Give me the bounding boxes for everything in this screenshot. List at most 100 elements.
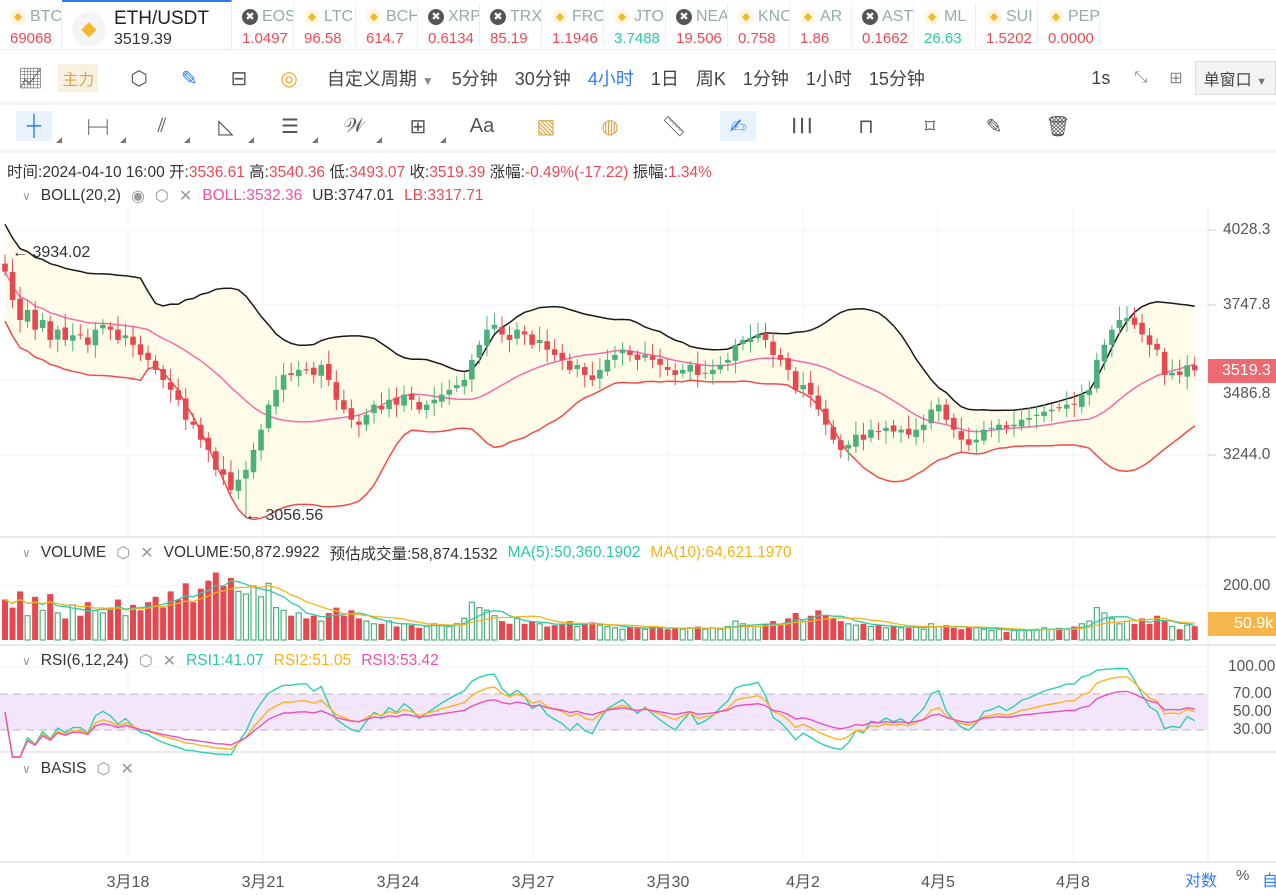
ruler-range-tool-icon[interactable]: ▧ bbox=[536, 115, 556, 138]
auto-scale-toggle[interactable]: 自 bbox=[1262, 873, 1276, 890]
visibility-eye-icon[interactable]: ◉ bbox=[130, 188, 145, 205]
brush-tool-icon[interactable]: ✍︎ bbox=[720, 111, 756, 141]
horizontal-line-tool-icon[interactable]: ├─┤ bbox=[80, 111, 126, 143]
collapse-chevron-icon[interactable]: ∨ bbox=[22, 189, 31, 203]
candle-body bbox=[905, 428, 912, 435]
ticker-price: 26.63 bbox=[924, 30, 962, 47]
bookmark-tool-icon[interactable]: ⌑ bbox=[924, 115, 936, 138]
volume-bar bbox=[845, 623, 852, 641]
candle-body bbox=[288, 373, 294, 375]
ticker-item[interactable]: ◆ KNC 0.758 bbox=[728, 3, 790, 47]
volume-bar bbox=[295, 612, 302, 641]
ticker-price: 0.6134 bbox=[428, 30, 474, 47]
candle-body bbox=[777, 354, 784, 360]
collapse-chevron-icon[interactable]: ∨ bbox=[22, 654, 31, 668]
ruler-tool-icon[interactable]: 📏︎ bbox=[661, 115, 687, 138]
collapse-chevron-icon[interactable]: ∨ bbox=[22, 762, 31, 776]
custom-period-dropdown[interactable]: 自定义周期 ▼ bbox=[327, 65, 434, 91]
time-value: 2024-04-10 16:00 bbox=[42, 164, 165, 181]
settings-hexagon-icon[interactable]: ⬡ bbox=[130, 67, 148, 90]
candle-body bbox=[717, 364, 724, 370]
ticker-item[interactable]: ✖ XRP 0.6134 bbox=[418, 3, 480, 47]
briefcase-icon[interactable]: ⊟ bbox=[230, 67, 248, 90]
candle-body bbox=[24, 309, 31, 322]
collapse-icon[interactable]: ⤡ bbox=[1134, 69, 1148, 86]
ticker-item[interactable]: ◆ JTO 3.7488 bbox=[604, 3, 666, 47]
measure-box-tool-icon[interactable]: ⊞ bbox=[400, 111, 446, 143]
lock-tool-icon[interactable]: ⊓ bbox=[858, 115, 874, 138]
chart-type-icon[interactable]: 📈︎ bbox=[18, 67, 44, 90]
ticker-item[interactable]: ◆FRONT 1.1946 bbox=[542, 3, 604, 47]
volume-bar bbox=[265, 582, 272, 641]
boll-legend: ∨ BOLL(20,2) ◉ ⬡ ✕ BOLL:3532.36 UB:3747.… bbox=[22, 186, 483, 206]
ticker-item[interactable]: ◆ BTC 69068 bbox=[0, 3, 62, 47]
candle-body bbox=[491, 324, 498, 329]
high-marker: ← 3934.02 bbox=[12, 244, 91, 261]
main-indicator-button[interactable]: 主力 bbox=[58, 64, 99, 92]
triangle-tool-icon[interactable]: ◺ bbox=[208, 111, 254, 143]
window-mode-dropdown[interactable]: 单窗口 ▼ bbox=[1194, 61, 1276, 95]
parallel-channel-tool-icon[interactable]: ⫽ bbox=[144, 111, 190, 143]
ticker-price: 19.506 bbox=[676, 30, 722, 47]
wave-tool-icon[interactable]: 𝒲 bbox=[336, 111, 382, 143]
period-tab[interactable]: 15分钟 bbox=[868, 69, 925, 89]
ticker-item[interactable]: ✖ TRX 85.19 bbox=[480, 3, 542, 47]
period-tab[interactable]: 5分钟 bbox=[451, 69, 498, 89]
ticker-item[interactable]: ◆ BCH 614.7 bbox=[356, 3, 418, 47]
settings-hexagon-icon[interactable]: ⬡ bbox=[116, 545, 131, 562]
ticker-item[interactable]: ◆ LTC 96.58 bbox=[294, 3, 356, 47]
ticker-item[interactable]: ✖ASTR 0.1662 bbox=[852, 3, 914, 47]
candle-body bbox=[454, 385, 460, 389]
period-tab[interactable]: 1日 bbox=[650, 69, 679, 89]
candle-body bbox=[1116, 320, 1123, 328]
percent-scale-toggle[interactable]: % bbox=[1236, 867, 1250, 884]
close-icon[interactable]: ✕ bbox=[140, 545, 154, 562]
log-scale-toggle[interactable]: 对数 bbox=[1185, 873, 1218, 890]
period-tab[interactable]: 30分钟 bbox=[514, 69, 571, 89]
candle-body bbox=[536, 339, 543, 344]
close-icon[interactable]: ✕ bbox=[162, 653, 177, 670]
ticker-item[interactable]: ✖NEAR 19.506 bbox=[666, 3, 728, 47]
period-tab[interactable]: 1分钟 bbox=[742, 69, 789, 89]
volume-bar bbox=[1123, 620, 1131, 641]
volume-bar bbox=[1048, 628, 1055, 641]
gauge-icon[interactable]: ◎ bbox=[280, 67, 298, 90]
close-icon[interactable]: ✕ bbox=[120, 761, 134, 778]
close-icon[interactable]: ✕ bbox=[178, 188, 193, 205]
settings-hexagon-icon[interactable]: ⬡ bbox=[138, 653, 153, 670]
settings-hexagon-icon[interactable]: ⬡ bbox=[154, 188, 169, 205]
trash-tool-icon[interactable]: 🗑︎ bbox=[1045, 115, 1071, 138]
ticker-item[interactable]: ◆ SUI 1.5202 bbox=[976, 3, 1038, 47]
text-tool-icon[interactable]: Aa bbox=[469, 114, 495, 137]
volume-name: VOLUME bbox=[40, 544, 107, 561]
bar-pattern-tool-icon[interactable]: ┃┃┃ bbox=[790, 118, 814, 133]
volume-bar bbox=[822, 615, 829, 640]
collapse-chevron-icon[interactable]: ∨ bbox=[22, 546, 31, 560]
ticker-item[interactable]: ◆ ETH/USDT 3519.39 bbox=[62, 0, 232, 50]
period-tab[interactable]: 1小时 bbox=[805, 69, 852, 89]
volume-bar bbox=[913, 625, 920, 641]
binance-icon: ◆ bbox=[552, 9, 568, 25]
ticker-item[interactable]: ◆PEPE 0.0000 bbox=[1038, 3, 1100, 47]
refresh-interval[interactable]: 1s bbox=[1091, 67, 1111, 88]
period-tab[interactable]: 4小时 bbox=[587, 69, 634, 89]
ticker-item[interactable]: ✖ EOS 1.0497 bbox=[232, 3, 294, 47]
ticker-price: 96.58 bbox=[304, 30, 342, 47]
candle-body bbox=[672, 370, 678, 375]
candle-body bbox=[258, 429, 264, 451]
ticker-price: 1.0497 bbox=[242, 30, 288, 47]
settings-hexagon-icon[interactable]: ⬡ bbox=[96, 761, 111, 778]
candle-body bbox=[393, 397, 400, 405]
fib-levels-tool-icon[interactable]: ☰ bbox=[272, 111, 318, 143]
period-tab[interactable]: 周K bbox=[695, 69, 726, 89]
crosshair-tool-icon[interactable]: ┼ bbox=[16, 111, 62, 143]
pencil-icon[interactable]: ✎ bbox=[180, 67, 198, 90]
ticker-item[interactable]: ◆ ML 26.63 bbox=[914, 3, 976, 47]
add-window-icon[interactable]: ⊞ bbox=[1169, 70, 1183, 87]
ticker-item[interactable]: ◆ AR 1.86 bbox=[790, 3, 852, 47]
candle-body bbox=[529, 334, 535, 345]
note-tool-icon[interactable]: ✎ bbox=[985, 115, 1003, 138]
volume-bar bbox=[641, 628, 649, 641]
ruler-circle-tool-icon[interactable]: ◍ bbox=[601, 115, 619, 138]
